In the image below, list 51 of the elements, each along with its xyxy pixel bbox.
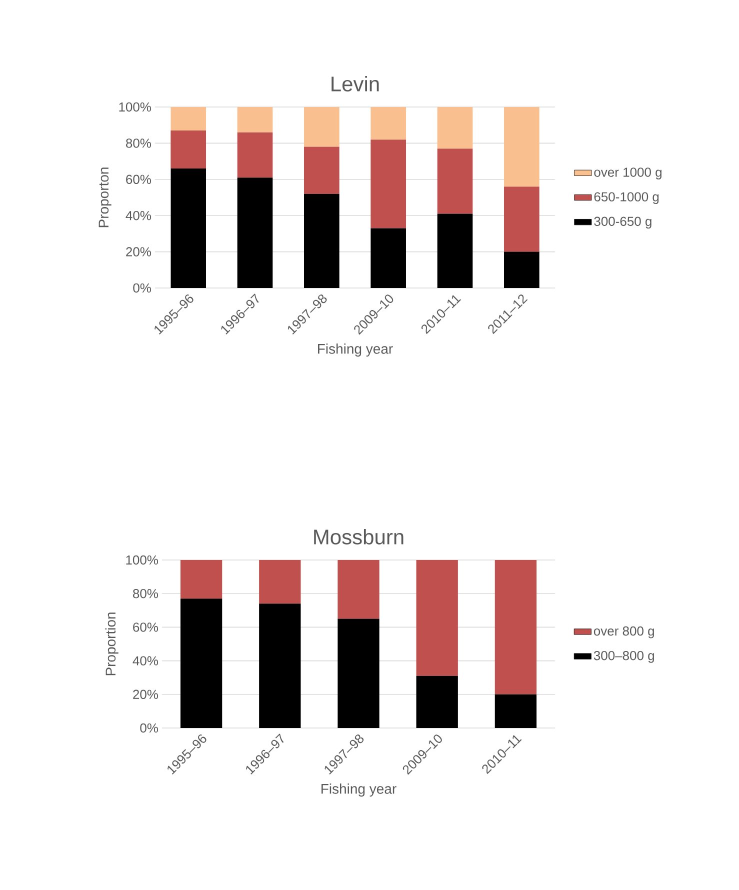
y-tick-label: 40% xyxy=(132,656,158,666)
y-tick-label: 20% xyxy=(126,247,152,256)
y-tick-label: 100% xyxy=(119,102,152,112)
bar xyxy=(237,132,273,178)
bar xyxy=(504,252,540,288)
y-tick-label: 0% xyxy=(133,283,152,293)
y-tick-label: 80% xyxy=(126,138,152,148)
bar xyxy=(416,560,458,676)
y-tick-label: 20% xyxy=(133,690,158,699)
y-tick-label: 0% xyxy=(140,723,158,733)
bar xyxy=(504,106,540,187)
bar xyxy=(416,676,458,728)
bar xyxy=(237,106,273,132)
legend-label: over 800 g xyxy=(594,626,654,638)
bar xyxy=(437,214,473,288)
bar xyxy=(180,560,222,599)
bar xyxy=(180,598,222,728)
bar xyxy=(437,106,473,149)
legend-label: over 1000 g xyxy=(594,168,662,180)
bar xyxy=(494,694,537,728)
bar xyxy=(304,106,340,147)
bar xyxy=(170,168,206,288)
bar xyxy=(370,228,406,288)
bar xyxy=(170,106,206,131)
chart-title: Mossburn xyxy=(314,529,404,544)
bar xyxy=(259,560,301,604)
bar xyxy=(437,148,473,214)
bar xyxy=(338,560,380,619)
legend-label: 300-650 g xyxy=(594,216,652,229)
bar xyxy=(237,178,273,288)
x-axis-title: Fishing year xyxy=(322,784,396,797)
bar xyxy=(304,146,340,194)
bar xyxy=(370,140,406,228)
legend-label: 650-1000 g xyxy=(594,192,659,204)
bar xyxy=(170,130,206,169)
bar xyxy=(259,604,301,728)
y-tick-label: 40% xyxy=(126,210,152,220)
x-axis-title: Fishing year xyxy=(318,344,393,357)
bar xyxy=(494,560,537,694)
y-tick-label: 60% xyxy=(133,622,158,632)
legend-label: 300–800 g xyxy=(594,650,654,663)
bar xyxy=(304,194,340,288)
bar xyxy=(370,106,406,140)
chart-title: Levin xyxy=(332,76,379,92)
y-axis-title: Proportion xyxy=(105,612,118,676)
bar xyxy=(338,618,380,728)
y-tick-label: 80% xyxy=(133,588,158,598)
y-tick-label: 100% xyxy=(126,555,158,565)
y-tick-label: 60% xyxy=(126,174,152,184)
y-axis-title: Proporton xyxy=(98,168,112,228)
bar xyxy=(504,186,540,252)
